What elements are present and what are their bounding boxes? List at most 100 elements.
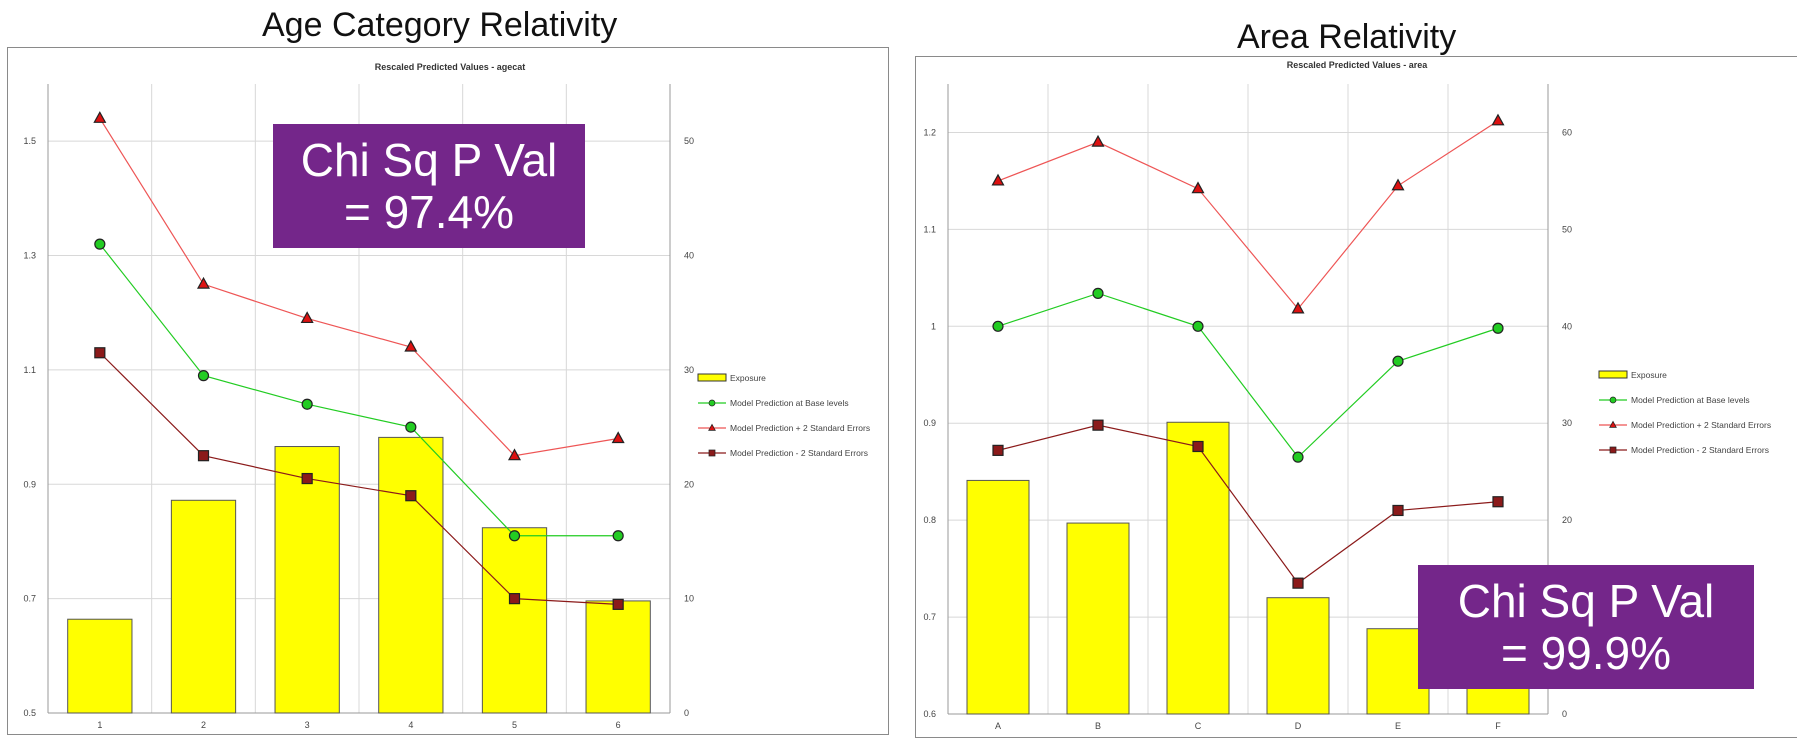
bar-exposure	[481, 527, 548, 714]
legend-label: Model Prediction at Base levels	[1631, 395, 1750, 405]
legend-label: Exposure	[1631, 370, 1667, 380]
stat-badge-area: Chi Sq P Val = 99.9%	[1418, 565, 1754, 689]
x-tick-label: 4	[408, 720, 413, 730]
x-tick-label: 2	[201, 720, 206, 730]
series-point	[301, 398, 313, 410]
legend-label: Model Prediction at Base levels	[730, 398, 849, 408]
y-tick-label: 0.8	[923, 515, 936, 525]
series-point	[405, 421, 417, 433]
series-point	[612, 598, 624, 610]
legend-marker	[1609, 446, 1617, 454]
y2-tick-label: 60	[1562, 127, 1572, 137]
y-tick-label: 0.7	[923, 612, 936, 622]
legend-marker	[708, 423, 716, 431]
series-point	[1392, 355, 1404, 367]
y2-tick-label: 30	[684, 365, 694, 375]
stat-value: = 97.4%	[343, 186, 515, 238]
series-point	[94, 347, 106, 359]
y-tick-label: 1.5	[23, 136, 36, 146]
bar-exposure	[170, 499, 237, 714]
series-point	[197, 450, 210, 462]
y-tick-label: 1.1	[23, 365, 36, 375]
series-point	[611, 431, 625, 444]
y2-tick-label: 50	[1562, 224, 1572, 234]
legend-label: Model Prediction - 2 Standard Errors	[730, 448, 868, 458]
series-point	[508, 593, 521, 605]
x-tick-label: E	[1395, 721, 1401, 731]
y-tick-label: 1.3	[23, 251, 36, 261]
x-tick-label: 6	[616, 720, 621, 730]
series-point	[508, 530, 521, 542]
legend-swatch	[697, 373, 727, 382]
series-point	[301, 472, 313, 485]
x-tick-label: A	[995, 721, 1001, 731]
series-line	[997, 292, 1499, 459]
series-point	[507, 448, 522, 461]
y2-tick-label: 0	[1562, 709, 1567, 719]
y2-tick-label: 0	[684, 708, 689, 718]
bar-exposure	[378, 436, 444, 714]
y2-tick-label: 50	[684, 136, 694, 146]
y2-tick-label: 40	[1562, 321, 1572, 331]
bar-exposure	[585, 600, 651, 714]
series-line	[99, 117, 619, 457]
series-point	[1391, 178, 1405, 191]
y-tick-label: 0.6	[923, 709, 936, 719]
bar-exposure	[274, 446, 340, 714]
chart-agecat: Rescaled Predicted Values - agecat 0.5 0.7…	[23, 62, 870, 730]
series-point	[197, 370, 210, 382]
legend-swatch	[1598, 370, 1628, 379]
y-tick-label: 1.1	[923, 224, 936, 234]
legend-marker	[1609, 420, 1617, 428]
series-point	[1192, 320, 1204, 332]
chart-title: Rescaled Predicted Values - agecat	[375, 62, 526, 72]
chart-heading-area: Area Relativity	[1237, 18, 1457, 56]
stat-label: Chi Sq P Val	[300, 134, 558, 186]
stat-badge-agecat: Chi Sq P Val = 97.4%	[273, 124, 585, 248]
series-line	[997, 424, 1499, 584]
x-tick-label: D	[1295, 721, 1302, 731]
bar-exposure	[67, 618, 133, 714]
y-tick-label: 1	[931, 321, 936, 331]
stat-value: = 99.9%	[1500, 627, 1672, 679]
series-point	[1092, 287, 1104, 299]
chart-title: Rescaled Predicted Values - area	[1287, 60, 1429, 70]
y-tick-label: 0.7	[23, 594, 36, 604]
series-point	[992, 444, 1004, 456]
y2-tick-label: 40	[684, 251, 694, 261]
bar-exposure	[1066, 522, 1130, 715]
x-tick-label: 3	[305, 720, 310, 730]
series-point	[94, 238, 106, 250]
y2-tick-label: 30	[1562, 418, 1572, 428]
series-point	[1091, 134, 1105, 147]
y2-tick-label: 20	[684, 479, 694, 489]
legend-label: Model Prediction - 2 Standard Errors	[1631, 445, 1769, 455]
series-point	[1192, 440, 1204, 453]
series-point	[405, 490, 417, 502]
chart-panel-area: Rescaled Predicted Values - area 0.6 0.7 0.…	[915, 56, 1797, 738]
series-point	[1291, 301, 1305, 314]
series-point	[991, 173, 1005, 186]
legend-marker	[1609, 396, 1617, 404]
series-point	[1492, 322, 1504, 334]
x-tick-label: B	[1095, 721, 1101, 731]
bar-exposure	[966, 479, 1030, 715]
bar-exposure	[1266, 597, 1330, 715]
x-tick-label: F	[1495, 721, 1501, 731]
y2-tick-label: 10	[684, 594, 694, 604]
x-tick-label: 1	[97, 720, 102, 730]
series-point	[992, 320, 1004, 332]
series-point	[612, 530, 624, 542]
series-point	[93, 111, 107, 123]
legend-label: Exposure	[730, 373, 766, 383]
series-point	[1292, 577, 1304, 589]
series-point	[1491, 113, 1505, 126]
series-point	[1191, 181, 1205, 194]
y-tick-label: 0.9	[23, 479, 36, 489]
y-tick-label: 1.2	[923, 127, 936, 137]
stat-label: Chi Sq P Val	[1457, 575, 1715, 627]
series-line	[99, 243, 619, 537]
y-tick-label: 0.5	[23, 708, 36, 718]
y-tick-label: 0.9	[923, 418, 936, 428]
legend-label: Model Prediction + 2 Standard Errors	[730, 423, 870, 433]
